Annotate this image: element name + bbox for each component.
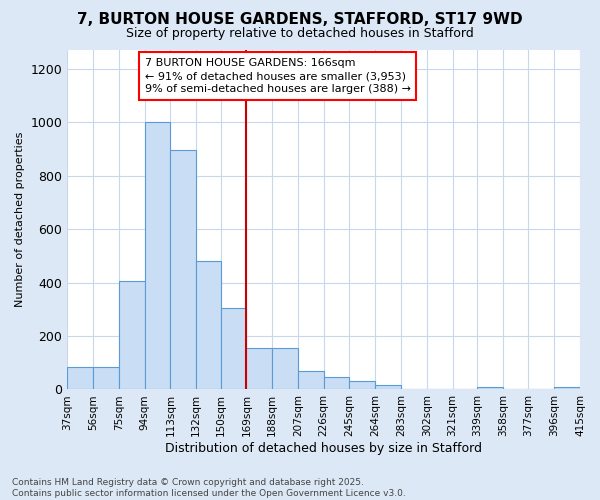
- Bar: [67, 366, 93, 390]
- Text: Contains HM Land Registry data © Crown copyright and database right 2025.
Contai: Contains HM Land Registry data © Crown c…: [12, 478, 406, 498]
- Y-axis label: Number of detached properties: Number of detached properties: [15, 132, 25, 308]
- Bar: [375, 384, 401, 390]
- Bar: [247, 348, 272, 390]
- Text: 7 BURTON HOUSE GARDENS: 166sqm
← 91% of detached houses are smaller (3,953)
9% o: 7 BURTON HOUSE GARDENS: 166sqm ← 91% of …: [145, 58, 410, 94]
- Bar: [554, 388, 580, 390]
- Bar: [145, 122, 170, 390]
- Bar: [196, 261, 221, 390]
- Bar: [119, 281, 145, 390]
- Bar: [221, 308, 247, 390]
- Bar: [349, 382, 375, 390]
- Text: 7, BURTON HOUSE GARDENS, STAFFORD, ST17 9WD: 7, BURTON HOUSE GARDENS, STAFFORD, ST17 …: [77, 12, 523, 28]
- Text: Size of property relative to detached houses in Stafford: Size of property relative to detached ho…: [126, 28, 474, 40]
- Bar: [477, 388, 503, 390]
- Bar: [170, 150, 196, 390]
- Bar: [272, 348, 298, 390]
- Bar: [93, 366, 119, 390]
- Bar: [298, 372, 323, 390]
- X-axis label: Distribution of detached houses by size in Stafford: Distribution of detached houses by size …: [165, 442, 482, 455]
- Bar: [323, 376, 349, 390]
